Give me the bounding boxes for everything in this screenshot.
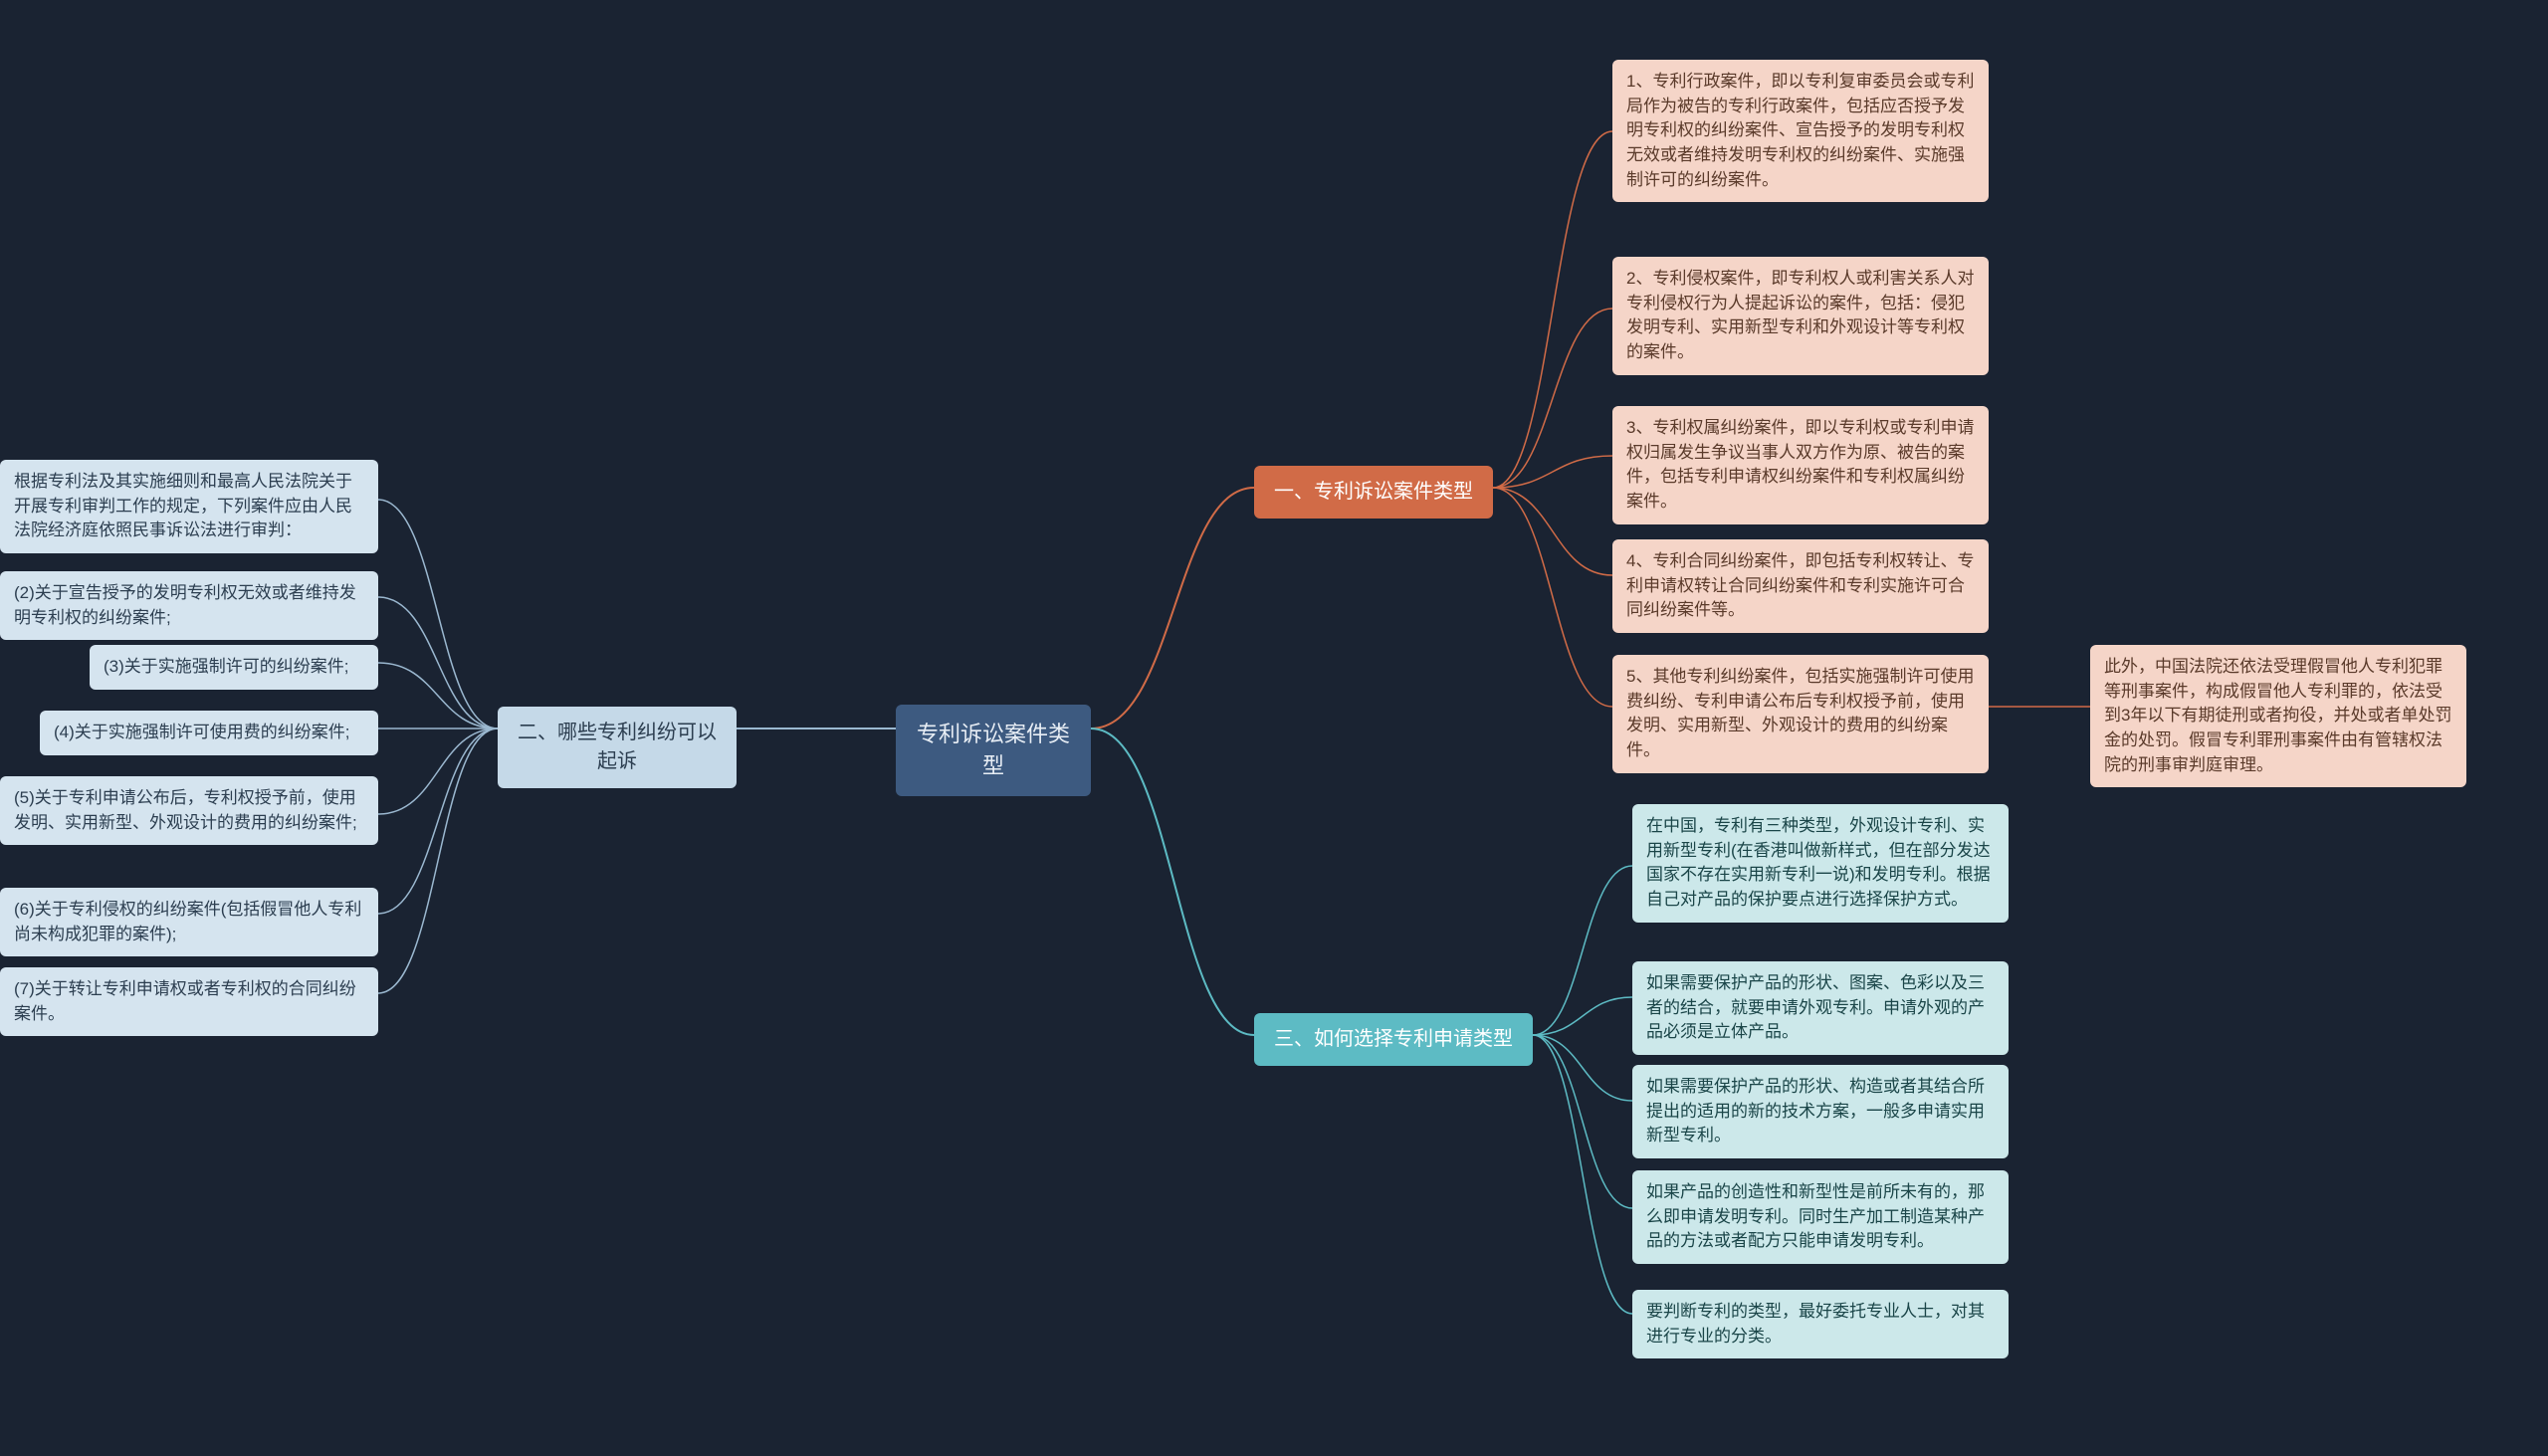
- branch3-item-0[interactable]: 在中国，专利有三种类型，外观设计专利、实用新型专利(在香港叫做新样式，但在部分发…: [1632, 804, 2009, 923]
- branch1-item-4[interactable]: 5、其他专利纠纷案件，包括实施强制许可使用费纠纷、专利申请公布后专利权授予前，使…: [1612, 655, 1989, 773]
- branch2-item-4[interactable]: (5)关于专利申请公布后，专利权授予前，使用发明、实用新型、外观设计的费用的纠纷…: [0, 776, 378, 845]
- branch2-item-2[interactable]: (3)关于实施强制许可的纠纷案件;: [90, 645, 378, 690]
- root-node[interactable]: 专利诉讼案件类型: [896, 705, 1091, 796]
- branch2-item-6[interactable]: (7)关于转让专利申请权或者专利权的合同纠纷案件。: [0, 967, 378, 1036]
- branch3-item-1[interactable]: 如果需要保护产品的形状、图案、色彩以及三者的结合，就要申请外观专利。申请外观的产…: [1632, 961, 2009, 1055]
- branch2-item-3[interactable]: (4)关于实施强制许可使用费的纠纷案件;: [40, 711, 378, 755]
- branch3-item-3[interactable]: 如果产品的创造性和新型性是前所未有的，那么即申请发明专利。同时生产加工制造某种产…: [1632, 1170, 2009, 1264]
- branch2-item-5[interactable]: (6)关于专利侵权的纠纷案件(包括假冒他人专利尚未构成犯罪的案件);: [0, 888, 378, 956]
- branch2-item-1[interactable]: (2)关于宣告授予的发明专利权无效或者维持发明专利权的纠纷案件;: [0, 571, 378, 640]
- branch3-item-2[interactable]: 如果需要保护产品的形状、构造或者其结合所提出的适用的新的技术方案，一般多申请实用…: [1632, 1065, 2009, 1158]
- root-label: 专利诉讼案件类型: [917, 722, 1070, 778]
- branch2-item-0[interactable]: 根据专利法及其实施细则和最高人民法院关于开展专利审判工作的规定，下列案件应由人民…: [0, 460, 378, 553]
- branch3-item-4[interactable]: 要判断专利的类型，最好委托专业人士，对其进行专业的分类。: [1632, 1290, 2009, 1358]
- branch1-extra[interactable]: 此外，中国法院还依法受理假冒他人专利犯罪等刑事案件，构成假冒他人专利罪的，依法受…: [2090, 645, 2466, 787]
- branch-2-label: 二、哪些专利纠纷可以起诉: [518, 722, 717, 772]
- branch-3[interactable]: 三、如何选择专利申请类型: [1254, 1013, 1533, 1066]
- branch1-item-0[interactable]: 1、专利行政案件，即以专利复审委员会或专利局作为被告的专利行政案件，包括应否授予…: [1612, 60, 1989, 202]
- branch1-item-1[interactable]: 2、专利侵权案件，即专利权人或利害关系人对专利侵权行为人提起诉讼的案件，包括：侵…: [1612, 257, 1989, 375]
- branch-1-label: 一、专利诉讼案件类型: [1274, 481, 1473, 503]
- branch1-item-3[interactable]: 4、专利合同纠纷案件，即包括专利权转让、专利申请权转让合同纠纷案件和专利实施许可…: [1612, 539, 1989, 633]
- branch-1[interactable]: 一、专利诉讼案件类型: [1254, 466, 1493, 519]
- branch1-item-2[interactable]: 3、专利权属纠纷案件，即以专利权或专利申请权归属发生争议当事人双方作为原、被告的…: [1612, 406, 1989, 524]
- branch-2[interactable]: 二、哪些专利纠纷可以起诉: [498, 707, 737, 788]
- branch-3-label: 三、如何选择专利申请类型: [1274, 1028, 1513, 1050]
